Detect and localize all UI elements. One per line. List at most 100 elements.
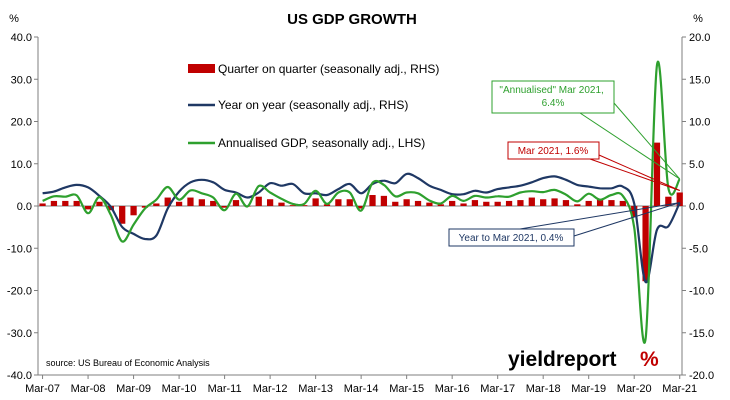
left-tick-label: 40.0 <box>11 32 32 44</box>
left-tick-label: 30.0 <box>11 74 32 86</box>
annotation-qoq: Mar 2021, 1.6% <box>518 146 589 157</box>
chart-title: US GDP GROWTH <box>287 11 417 28</box>
qoq-bar <box>619 200 626 206</box>
qoq-bar <box>540 199 547 206</box>
yieldreport-logo: yieldreport % <box>508 348 659 371</box>
qoq-bar <box>494 201 501 206</box>
right-tick-label: -10.0 <box>689 286 714 298</box>
annotation-box-annualised <box>491 80 615 114</box>
qoq-bar <box>335 199 342 206</box>
qoq-bar <box>301 205 308 206</box>
legend-label-qoq: Quarter on quarter (seasonally adj., RHS… <box>218 62 439 76</box>
yoy-leader <box>573 202 680 237</box>
qoq-bar <box>50 200 58 206</box>
qoq-bar <box>141 206 149 208</box>
qoq-bar <box>437 204 444 206</box>
x-tick-label: Mar-13 <box>298 383 333 395</box>
qoq-bar <box>414 200 422 206</box>
qoq-bar <box>278 202 285 206</box>
qoq-bar <box>232 200 240 206</box>
qoq-leader <box>598 154 680 191</box>
left-tick-label: -30.0 <box>7 328 32 340</box>
legend-label-annualised: Annualised GDP, seasonally adj., LHS) <box>218 136 425 150</box>
x-tick-label: Mar-21 <box>662 383 697 395</box>
legend: Quarter on quarter (seasonally adj., RHS… <box>188 62 439 150</box>
qoq-bar <box>323 204 331 206</box>
qoq-bar <box>596 199 604 206</box>
right-tick-label: 20.0 <box>689 32 710 44</box>
qoq-bar <box>380 195 388 206</box>
qoq-bar <box>119 206 126 224</box>
qoq-bar <box>551 198 558 206</box>
right-tick-label: 10.0 <box>689 117 710 129</box>
qoq-bar <box>198 199 205 206</box>
qoq-bar <box>73 200 80 206</box>
qoq-bar <box>312 198 319 206</box>
qoq-bar <box>562 200 570 206</box>
qoq-bar <box>471 200 479 206</box>
qoq-bar <box>358 206 365 209</box>
right-tick-label: -15.0 <box>689 328 714 340</box>
qoq-bar <box>289 205 296 206</box>
qoq-bar <box>528 197 535 206</box>
x-tick-label: Mar-09 <box>116 383 151 395</box>
qoq-bar <box>84 206 92 210</box>
annualised-line <box>42 60 681 344</box>
qoq-bar <box>153 203 160 206</box>
x-tick-label: Mar-19 <box>571 383 606 395</box>
x-tick-label: Mar-11 <box>208 383 242 395</box>
annotation-annualised-line1: "Annualised" Mar 2021, <box>499 85 603 96</box>
left-tick-label: 0.0 <box>17 201 32 213</box>
qoq-bar <box>676 192 683 206</box>
left-tick-label: 10.0 <box>11 159 32 171</box>
qoq-bar <box>369 195 376 206</box>
yoy-line <box>42 172 681 284</box>
qoq-bar <box>505 200 513 206</box>
qoq-bar <box>175 201 183 206</box>
qoq-bar <box>426 202 433 206</box>
left-tick-label: -40.0 <box>7 370 32 382</box>
annualised-leader <box>579 112 681 180</box>
qoq-bar <box>483 201 490 206</box>
x-tick-label: Mar-12 <box>253 383 288 395</box>
right-tick-label: -20.0 <box>689 370 714 382</box>
qoq-bar <box>517 200 524 206</box>
qoq-leader <box>589 158 680 191</box>
qoq-bar <box>221 206 228 208</box>
qoq-bar <box>164 197 171 206</box>
yoy-leader <box>519 202 680 230</box>
right-axis-unit: % <box>693 13 703 25</box>
legend-label-yoy: Year on year (seasonally adj., RHS) <box>218 98 408 112</box>
right-tick-label: 5.0 <box>689 159 704 171</box>
x-tick-label: Mar-16 <box>435 383 470 395</box>
qoq-bar <box>187 197 194 206</box>
annotation-box-qoq <box>507 141 600 160</box>
x-tick-label: Mar-10 <box>162 383 197 395</box>
qoq-bar <box>62 200 69 206</box>
qoq-bar <box>585 200 592 206</box>
logo-word: yieldreport <box>508 348 617 371</box>
x-tick-label: Mar-07 <box>25 383 60 395</box>
qoq-bar <box>642 206 649 282</box>
qoq-bar <box>665 196 672 206</box>
qoq-bar <box>96 201 103 206</box>
qoq-bar <box>255 196 262 206</box>
logo-accent: % <box>640 348 659 371</box>
x-tick-label: Mar-14 <box>344 383 379 395</box>
qoq-bar <box>392 201 399 206</box>
annotation-yoy: Year to Mar 2021, 0.4% <box>459 233 564 244</box>
qoq-bar <box>574 204 581 206</box>
qoq-bar <box>460 203 467 206</box>
qoq-bar <box>266 199 274 206</box>
qoq-bar <box>608 200 615 206</box>
qoq-bar <box>631 206 638 217</box>
left-tick-label: -20.0 <box>7 286 32 298</box>
qoq-bar <box>39 203 46 206</box>
source-note: source: US Bureau of Economic Analysis <box>46 358 210 368</box>
left-tick-label: 20.0 <box>11 117 32 129</box>
annotation-annualised: "Annualised" Mar 2021, 6.4% <box>499 85 606 109</box>
qoq-bar <box>449 200 456 206</box>
annotation-annualised-line2: 6.4% <box>542 98 565 109</box>
